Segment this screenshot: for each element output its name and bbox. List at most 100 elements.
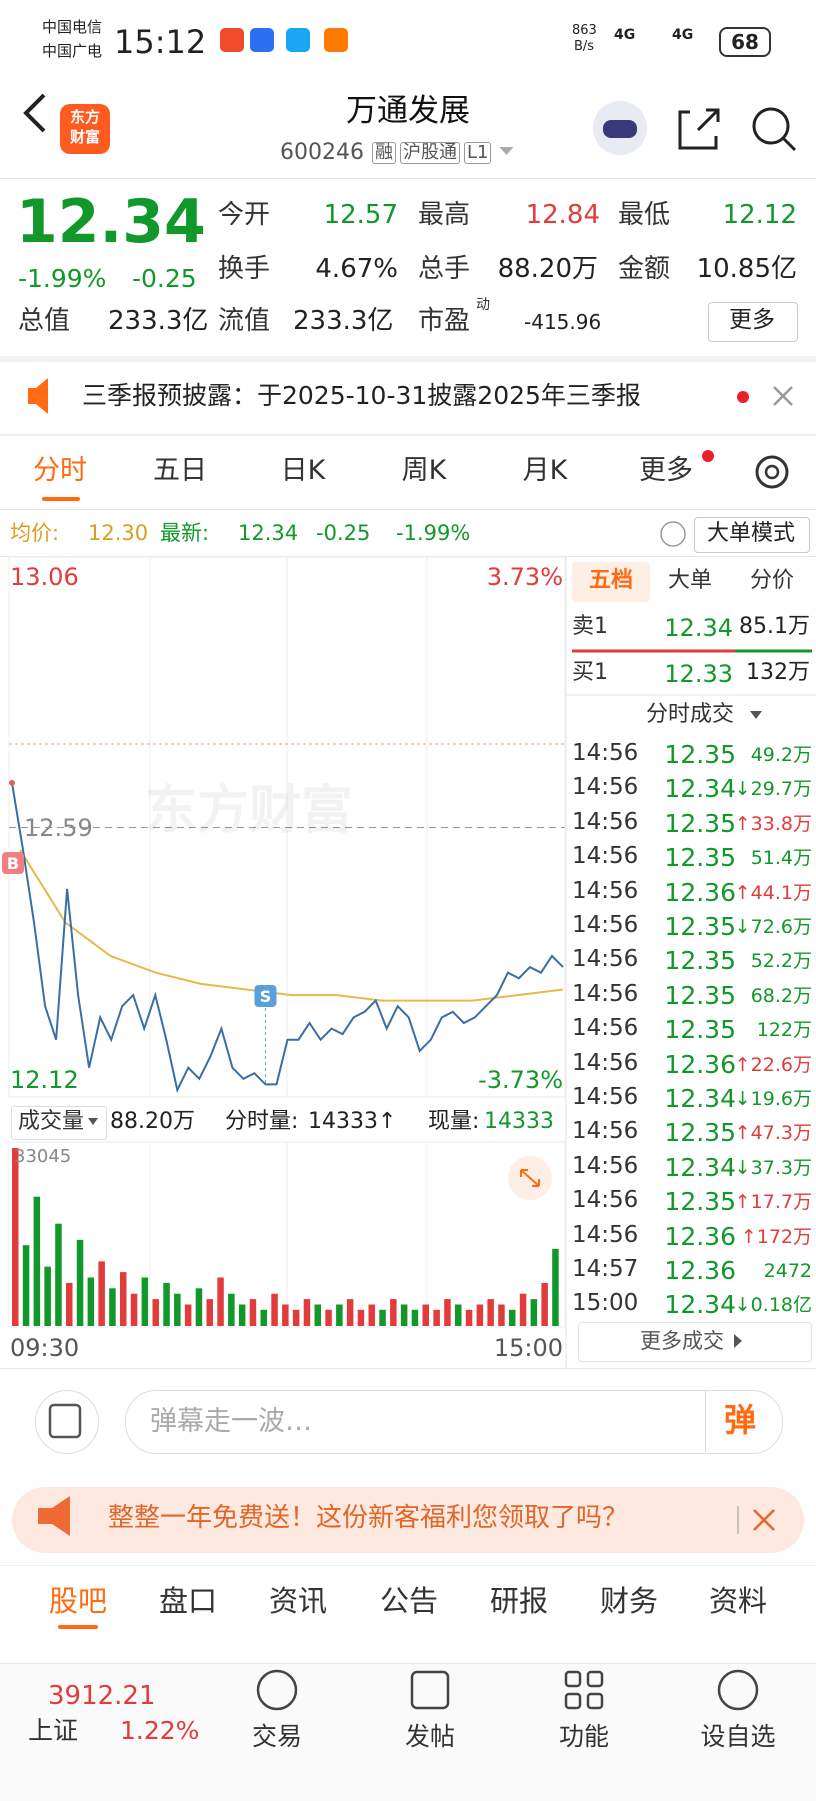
help-icon[interactable]: [660, 521, 686, 547]
volume-bar: [130, 1293, 138, 1326]
logo[interactable]: [60, 104, 110, 154]
order-tab[interactable]: 五档: [588, 568, 634, 593]
ad-bar[interactable]: [12, 1487, 804, 1553]
nav-bar: [0, 1663, 816, 1801]
trade-volume: ↓0.18亿: [734, 1294, 812, 1317]
volume-bar: [141, 1277, 149, 1326]
volume-bar: [12, 1148, 19, 1326]
more-button[interactable]: [708, 302, 798, 342]
order-tab[interactable]: 大单: [667, 568, 713, 593]
tab[interactable]: 日K: [280, 455, 326, 486]
app-icon: [250, 28, 274, 52]
time-end: 15:00: [493, 1334, 563, 1362]
expand-icon: [520, 1169, 540, 1187]
share-icon[interactable]: [678, 108, 720, 150]
buy-marker: [2, 852, 24, 874]
volume-bar: [530, 1299, 538, 1326]
ad-text[interactable]: 整整一年免费送！这份新客福利您领取了吗？: [108, 1503, 629, 1533]
megaphone-icon: [38, 1496, 70, 1536]
volume-bar: [195, 1288, 203, 1326]
trade-volume: ↓72.6万: [734, 916, 812, 938]
danmaku-button[interactable]: 弹: [723, 1401, 757, 1439]
volume-bar: [33, 1196, 41, 1326]
tab[interactable]: 分时: [33, 455, 87, 486]
volume-bar: [87, 1277, 95, 1326]
comment-placeholder[interactable]: 弹幕走一波…: [150, 1406, 312, 1437]
section-tab[interactable]: 公告: [379, 1584, 439, 1618]
field-label: 总手: [418, 254, 471, 284]
tick-volume: 14333↑: [308, 1109, 397, 1134]
order-tab[interactable]: 分价: [749, 568, 795, 593]
volume-bar: [379, 1309, 386, 1326]
dropdown-icon[interactable]: [499, 147, 514, 155]
volume-bar: [552, 1248, 559, 1326]
section-tab[interactable]: 股吧: [48, 1584, 108, 1618]
field-label: 总值: [18, 306, 71, 336]
trade-volume: ↑33.8万: [734, 812, 812, 835]
more-trades-button[interactable]: [578, 1322, 812, 1362]
chart: [2, 779, 565, 1326]
notice-text[interactable]: 三季报预披露：于2025-10-31披露2025年三季报: [82, 381, 641, 410]
trade-time: 14:56: [572, 877, 639, 904]
section-tab[interactable]: 资讯: [268, 1584, 328, 1618]
mode-label[interactable]: 大单模式: [706, 521, 796, 546]
pct-top: 3.73%: [486, 563, 563, 591]
comment-icon[interactable]: [35, 1390, 99, 1454]
field-label: 换手: [218, 254, 271, 284]
volume-bar: [22, 1245, 30, 1326]
comment-input[interactable]: [125, 1390, 783, 1454]
nav-item[interactable]: 功能: [558, 1722, 610, 1751]
volume-label[interactable]: 成交量: [18, 1109, 85, 1134]
trade-price: 12.36: [664, 1049, 736, 1079]
tab[interactable]: 周K: [401, 455, 447, 486]
more-button-label[interactable]: 更多: [729, 307, 775, 333]
pct-bottom: -3.73%: [478, 1066, 563, 1094]
section-tab[interactable]: 研报: [489, 1584, 549, 1618]
section-tab[interactable]: 资料: [708, 1584, 768, 1618]
tab[interactable]: 更多: [639, 455, 693, 486]
trade-time: 14:56: [572, 740, 639, 766]
field-value: 12.84: [525, 200, 600, 230]
nav-item[interactable]: 设自选: [700, 1722, 776, 1751]
field-value: 88.20万: [497, 254, 598, 284]
more-trades[interactable]: 更多成交: [640, 1329, 724, 1353]
section-tab[interactable]: 财务: [599, 1584, 659, 1618]
settings-icon[interactable]: [755, 455, 789, 489]
trades-title[interactable]: 分时成交: [645, 702, 735, 727]
tab[interactable]: 月K: [522, 455, 568, 486]
trade-volume: ↓19.6万: [734, 1088, 812, 1110]
mode-button[interactable]: [694, 517, 810, 553]
volume-bar: [206, 1299, 213, 1326]
trade-price: 12.35: [664, 740, 736, 769]
back-icon[interactable]: [23, 93, 46, 133]
volume-select[interactable]: [11, 1106, 107, 1140]
index-value[interactable]: 3912.21: [48, 1681, 156, 1711]
volume-bar: [476, 1304, 484, 1326]
close-icon[interactable]: [773, 386, 793, 406]
trade-volume: ↓29.7万: [734, 778, 812, 801]
volume-bar: [76, 1239, 84, 1326]
book-price: 12.34: [664, 614, 733, 642]
tab[interactable]: 五日: [153, 455, 207, 486]
tab-active-bg[interactable]: [572, 562, 650, 602]
nav-item[interactable]: 交易: [251, 1722, 303, 1751]
change: -0.25: [316, 521, 371, 545]
stock-name: 万通发展: [346, 93, 470, 129]
search-icon[interactable]: [752, 107, 790, 145]
network: 4G: [614, 27, 636, 43]
divider: [0, 509, 816, 510]
section-tab[interactable]: 盘口: [158, 1584, 218, 1618]
volume-bar: [314, 1304, 321, 1326]
divider: [0, 1565, 816, 1566]
trade-time: 14:56: [572, 912, 639, 938]
trade-volume: 68.2万: [750, 984, 812, 1007]
volume-bar: [303, 1299, 311, 1326]
volume-bar: [444, 1299, 451, 1326]
nav-item[interactable]: 发帖: [404, 1722, 456, 1751]
close-icon[interactable]: [753, 1509, 775, 1531]
sell-marker-label: S: [259, 987, 272, 1006]
volume-bar: [465, 1309, 473, 1326]
divider: [0, 356, 816, 362]
comment-icon: [48, 1403, 82, 1439]
